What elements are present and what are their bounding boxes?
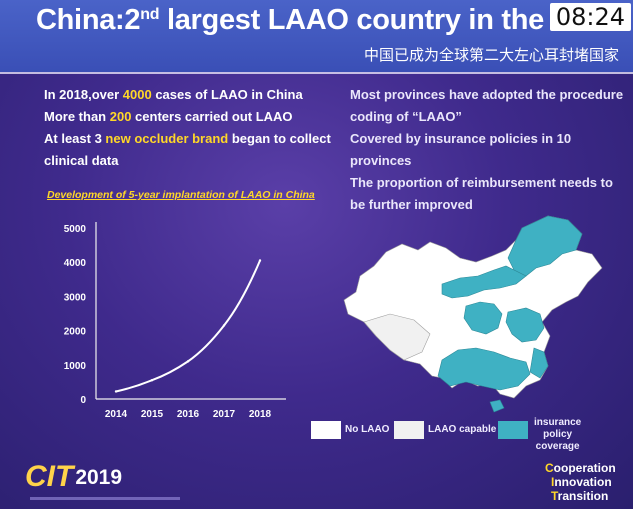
left-bullets: In 2018,over 4000 cases of LAAO in China… [44, 84, 334, 172]
left-line-3: At least 3 new occluder brand began to c… [44, 131, 331, 146]
map-region-hainan [489, 399, 505, 413]
chart-y-tick-label: 4000 [64, 258, 87, 269]
chart-x-tick-label: 2016 [177, 409, 200, 420]
map-region-insurance-north [507, 215, 583, 277]
left-line-4: clinical data [44, 153, 119, 168]
cit-motto: Cooperation Innovation Transition [545, 461, 616, 503]
implantation-line-chart: 0 1000 2000 3000 4000 5000 2014 2015 2016 2017 201… [64, 222, 286, 420]
header-bar [0, 0, 633, 72]
legend-swatch-capable [394, 421, 424, 439]
cit-logo: CIT2019 [25, 460, 123, 493]
right-line-1: Most provinces have adopted the procedur… [350, 87, 624, 102]
right-line-4: The proportion of reimbursement needs to [350, 175, 613, 190]
map-region-insurance-inner-mongolia [441, 265, 527, 299]
legend-swatch-no-laao [311, 421, 341, 439]
chart-data-point [186, 360, 190, 363]
map-region-insurance-east [505, 307, 545, 343]
chart-y-tick-label: 3000 [64, 292, 87, 303]
legend-label-no-laao: No LAAO [345, 424, 390, 435]
map-region-insurance-central [463, 301, 503, 335]
motto-innovation: Innovation [551, 475, 612, 489]
map-region-insurance-southeast [529, 347, 549, 379]
chart-y-tick-label: 1000 [64, 361, 87, 372]
subtitle-chinese: 中国已成为全球第二大左心耳封堵国家 [363, 46, 619, 64]
legend-swatch-insurance [498, 421, 528, 439]
chart-data-point [258, 259, 262, 262]
chart-x-tick-label: 2015 [141, 409, 164, 420]
chart-y-tick-label: 5000 [64, 224, 87, 235]
left-line-2: More than 200 centers carried out LAAO [44, 109, 293, 124]
clock-overlay: 08:24 [549, 3, 631, 31]
right-line-2: coding of “LAAO” [350, 109, 462, 124]
left-line-1: In 2018,over 4000 cases of LAAO in China [44, 87, 303, 102]
legend-label-capable: LAAO capable [428, 424, 497, 435]
chart-data-point [114, 390, 118, 393]
chart-y-tick-label: 0 [80, 395, 86, 406]
logo-underline [30, 497, 180, 500]
chart-y-tick-label: 2000 [64, 327, 87, 338]
chart-x-tick-label: 2018 [249, 409, 272, 420]
motto-transition: Transition [551, 489, 609, 503]
chart-data-point [222, 324, 226, 327]
chart-title: Development of 5-year implantation of LA… [47, 189, 315, 201]
header-divider [0, 72, 633, 74]
map-region-capable-west [363, 313, 431, 361]
chart-x-tick-label: 2017 [213, 409, 236, 420]
right-line-5: be further improved [350, 197, 473, 212]
legend-label-insurance: insurance policy coverage [534, 417, 582, 452]
right-bullets: Most provinces have adopted the procedur… [350, 84, 630, 216]
right-line-3: Covered by insurance policies in 10 prov… [350, 131, 572, 168]
motto-cooperation: Cooperation [545, 461, 616, 475]
china-map [343, 215, 603, 413]
chart-x-tick-label: 2014 [105, 409, 128, 420]
chart-data-point [150, 378, 154, 382]
chart-series-line [115, 260, 261, 393]
slide-title: China:2nd largest LAAO country in the wo [36, 4, 592, 36]
map-region-insurance-south [437, 347, 531, 391]
